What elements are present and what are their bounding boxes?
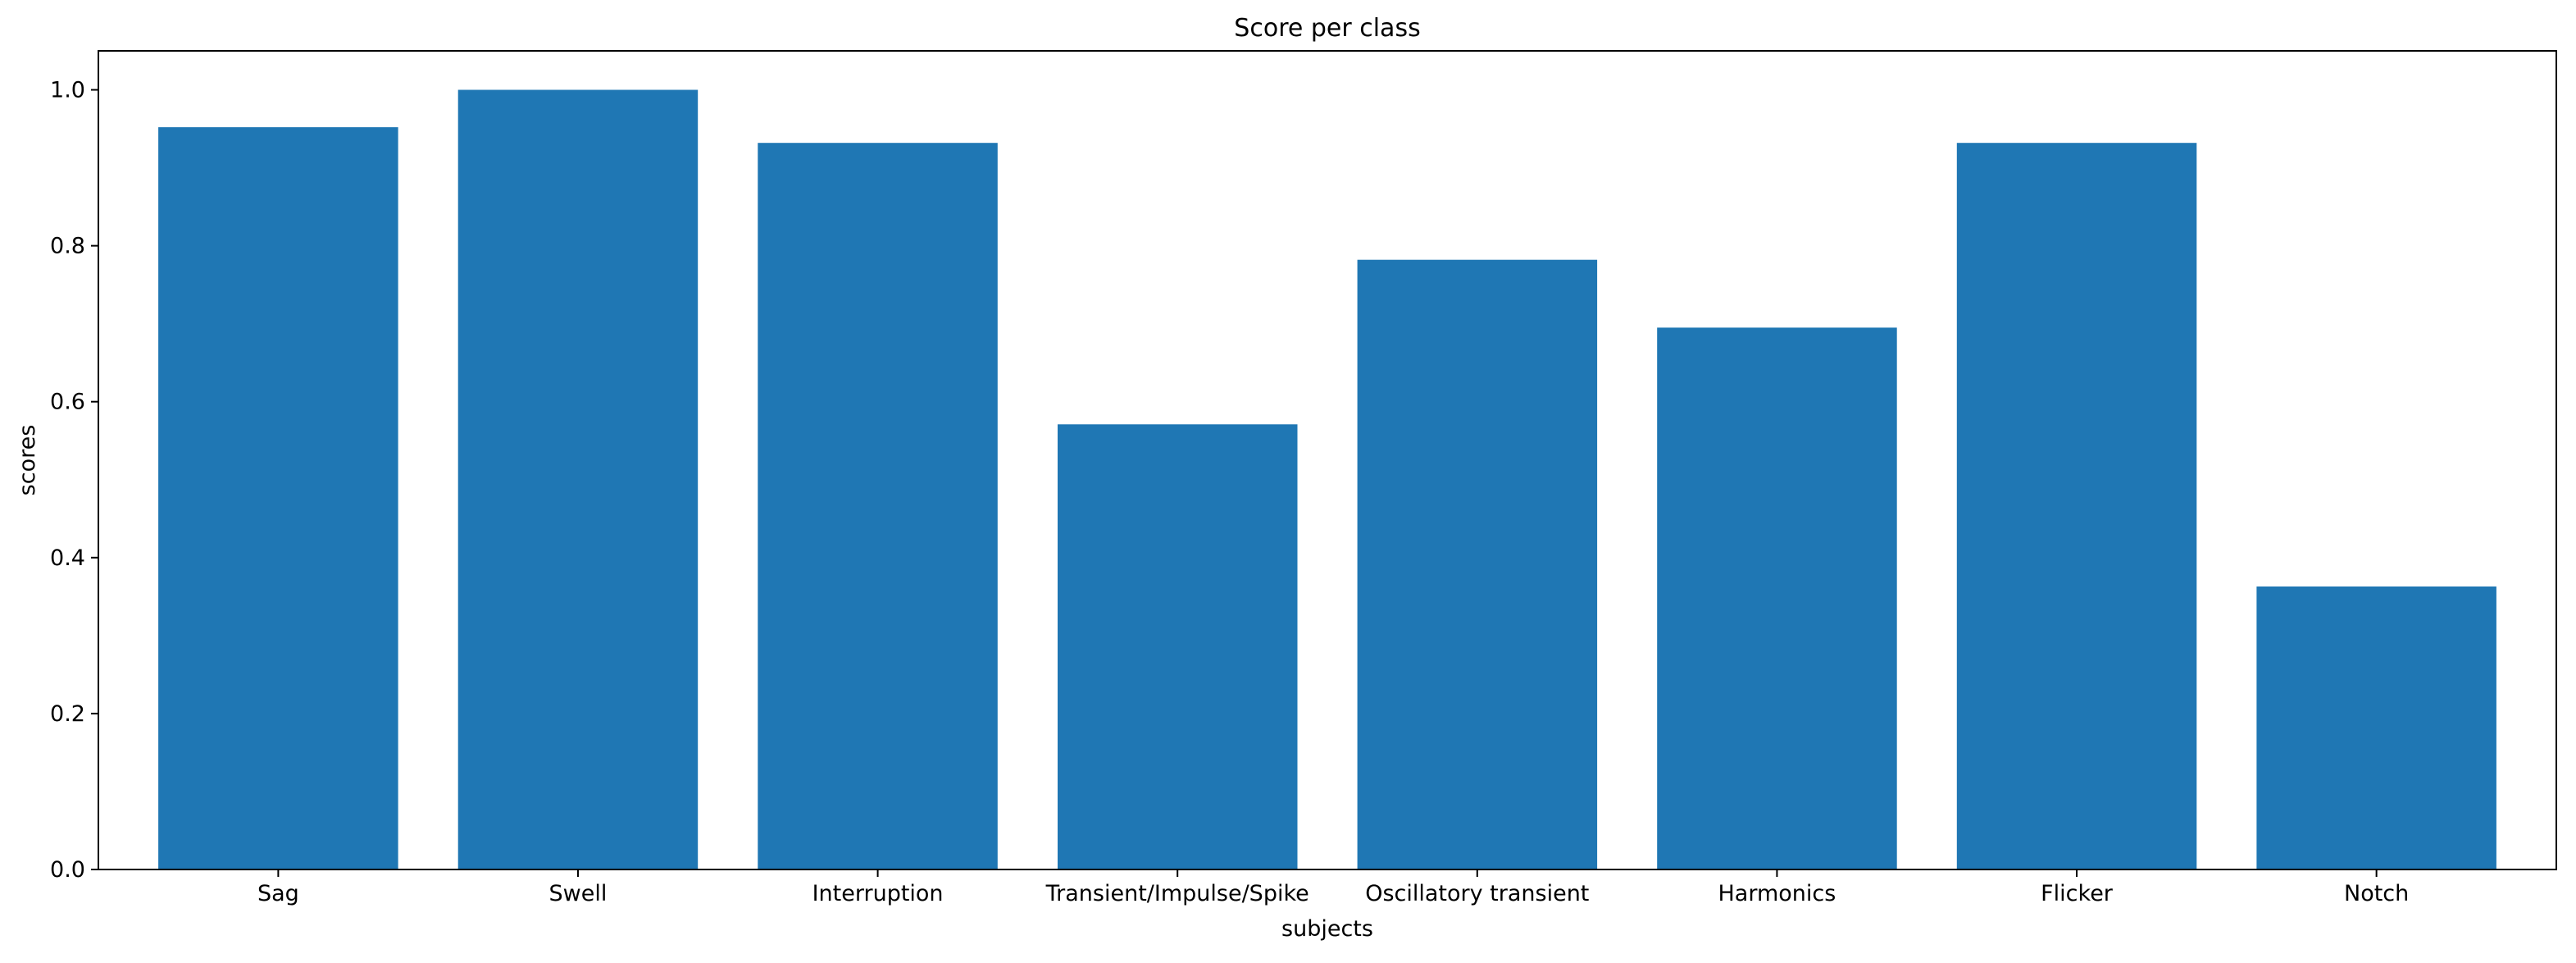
y-axis-ticks: 0.0 0.2 0.4 0.6 0.8 1.0 <box>50 78 98 883</box>
x-axis-label: subjects <box>1281 916 1373 942</box>
bar-5 <box>1657 327 1897 869</box>
x-axis-ticks: Sag Swell Interruption Transient/Impulse/Sp… <box>257 869 2409 906</box>
plot-frame <box>98 50 2557 870</box>
y-tick-label: 0.2 <box>50 701 85 727</box>
x-tick-label: Oscillatory transient <box>1365 881 1589 906</box>
x-tick-label: Notch <box>2344 881 2409 906</box>
x-tick-label: Interruption <box>812 881 944 906</box>
x-tick-label: Swell <box>549 881 608 906</box>
bar-3 <box>1058 424 1298 869</box>
x-tick-label: Transient/Impulse/Spike <box>1045 881 1309 906</box>
y-tick-label: 0.6 <box>50 390 85 415</box>
bar-6 <box>1956 143 2197 869</box>
y-tick-label: 0.0 <box>50 857 85 883</box>
y-tick-label: 1.0 <box>50 78 85 103</box>
bar-4 <box>1357 259 1598 869</box>
y-axis-label: scores <box>15 425 40 496</box>
chart-title: Score per class <box>1234 14 1420 43</box>
y-tick-label: 0.4 <box>50 545 85 571</box>
bar-0 <box>158 127 398 870</box>
bars-layer <box>158 89 2496 870</box>
x-tick-label: Flicker <box>2041 881 2114 906</box>
y-tick-label: 0.8 <box>50 234 85 259</box>
x-tick-label: Sag <box>257 881 299 906</box>
bar-2 <box>758 143 998 869</box>
bar-1 <box>457 89 699 869</box>
bar-7 <box>2256 586 2496 869</box>
x-tick-label: Harmonics <box>1718 881 1836 906</box>
